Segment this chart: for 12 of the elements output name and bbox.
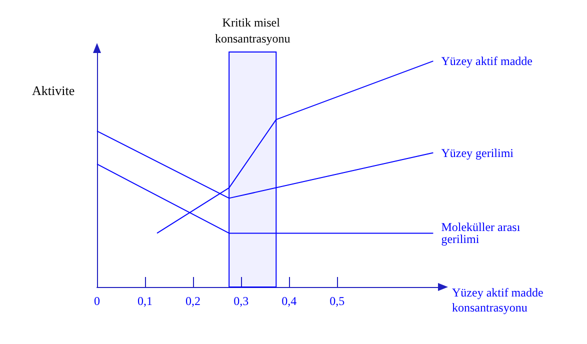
band-label: Kritik misel konsantrasyonu <box>214 16 290 46</box>
series-label: Yüzey aktif madde <box>441 54 532 68</box>
x-axis-title: Yüzey aktif madde konsantrasyonu <box>452 286 546 314</box>
x-tick-label: 0,1 <box>138 294 153 308</box>
series-label: Moleküller arası gerilimi <box>441 220 524 246</box>
x-tick-label: 0,2 <box>186 294 201 308</box>
x-tick-label: 0,4 <box>282 294 297 308</box>
x-tick-label: 0,5 <box>330 294 345 308</box>
x-tick-label: 0 <box>94 294 100 308</box>
y-axis-title: Aktivite <box>32 83 75 98</box>
x-tick-label: 0,3 <box>234 294 249 308</box>
series-label: Yüzey gerilimi <box>441 146 514 160</box>
